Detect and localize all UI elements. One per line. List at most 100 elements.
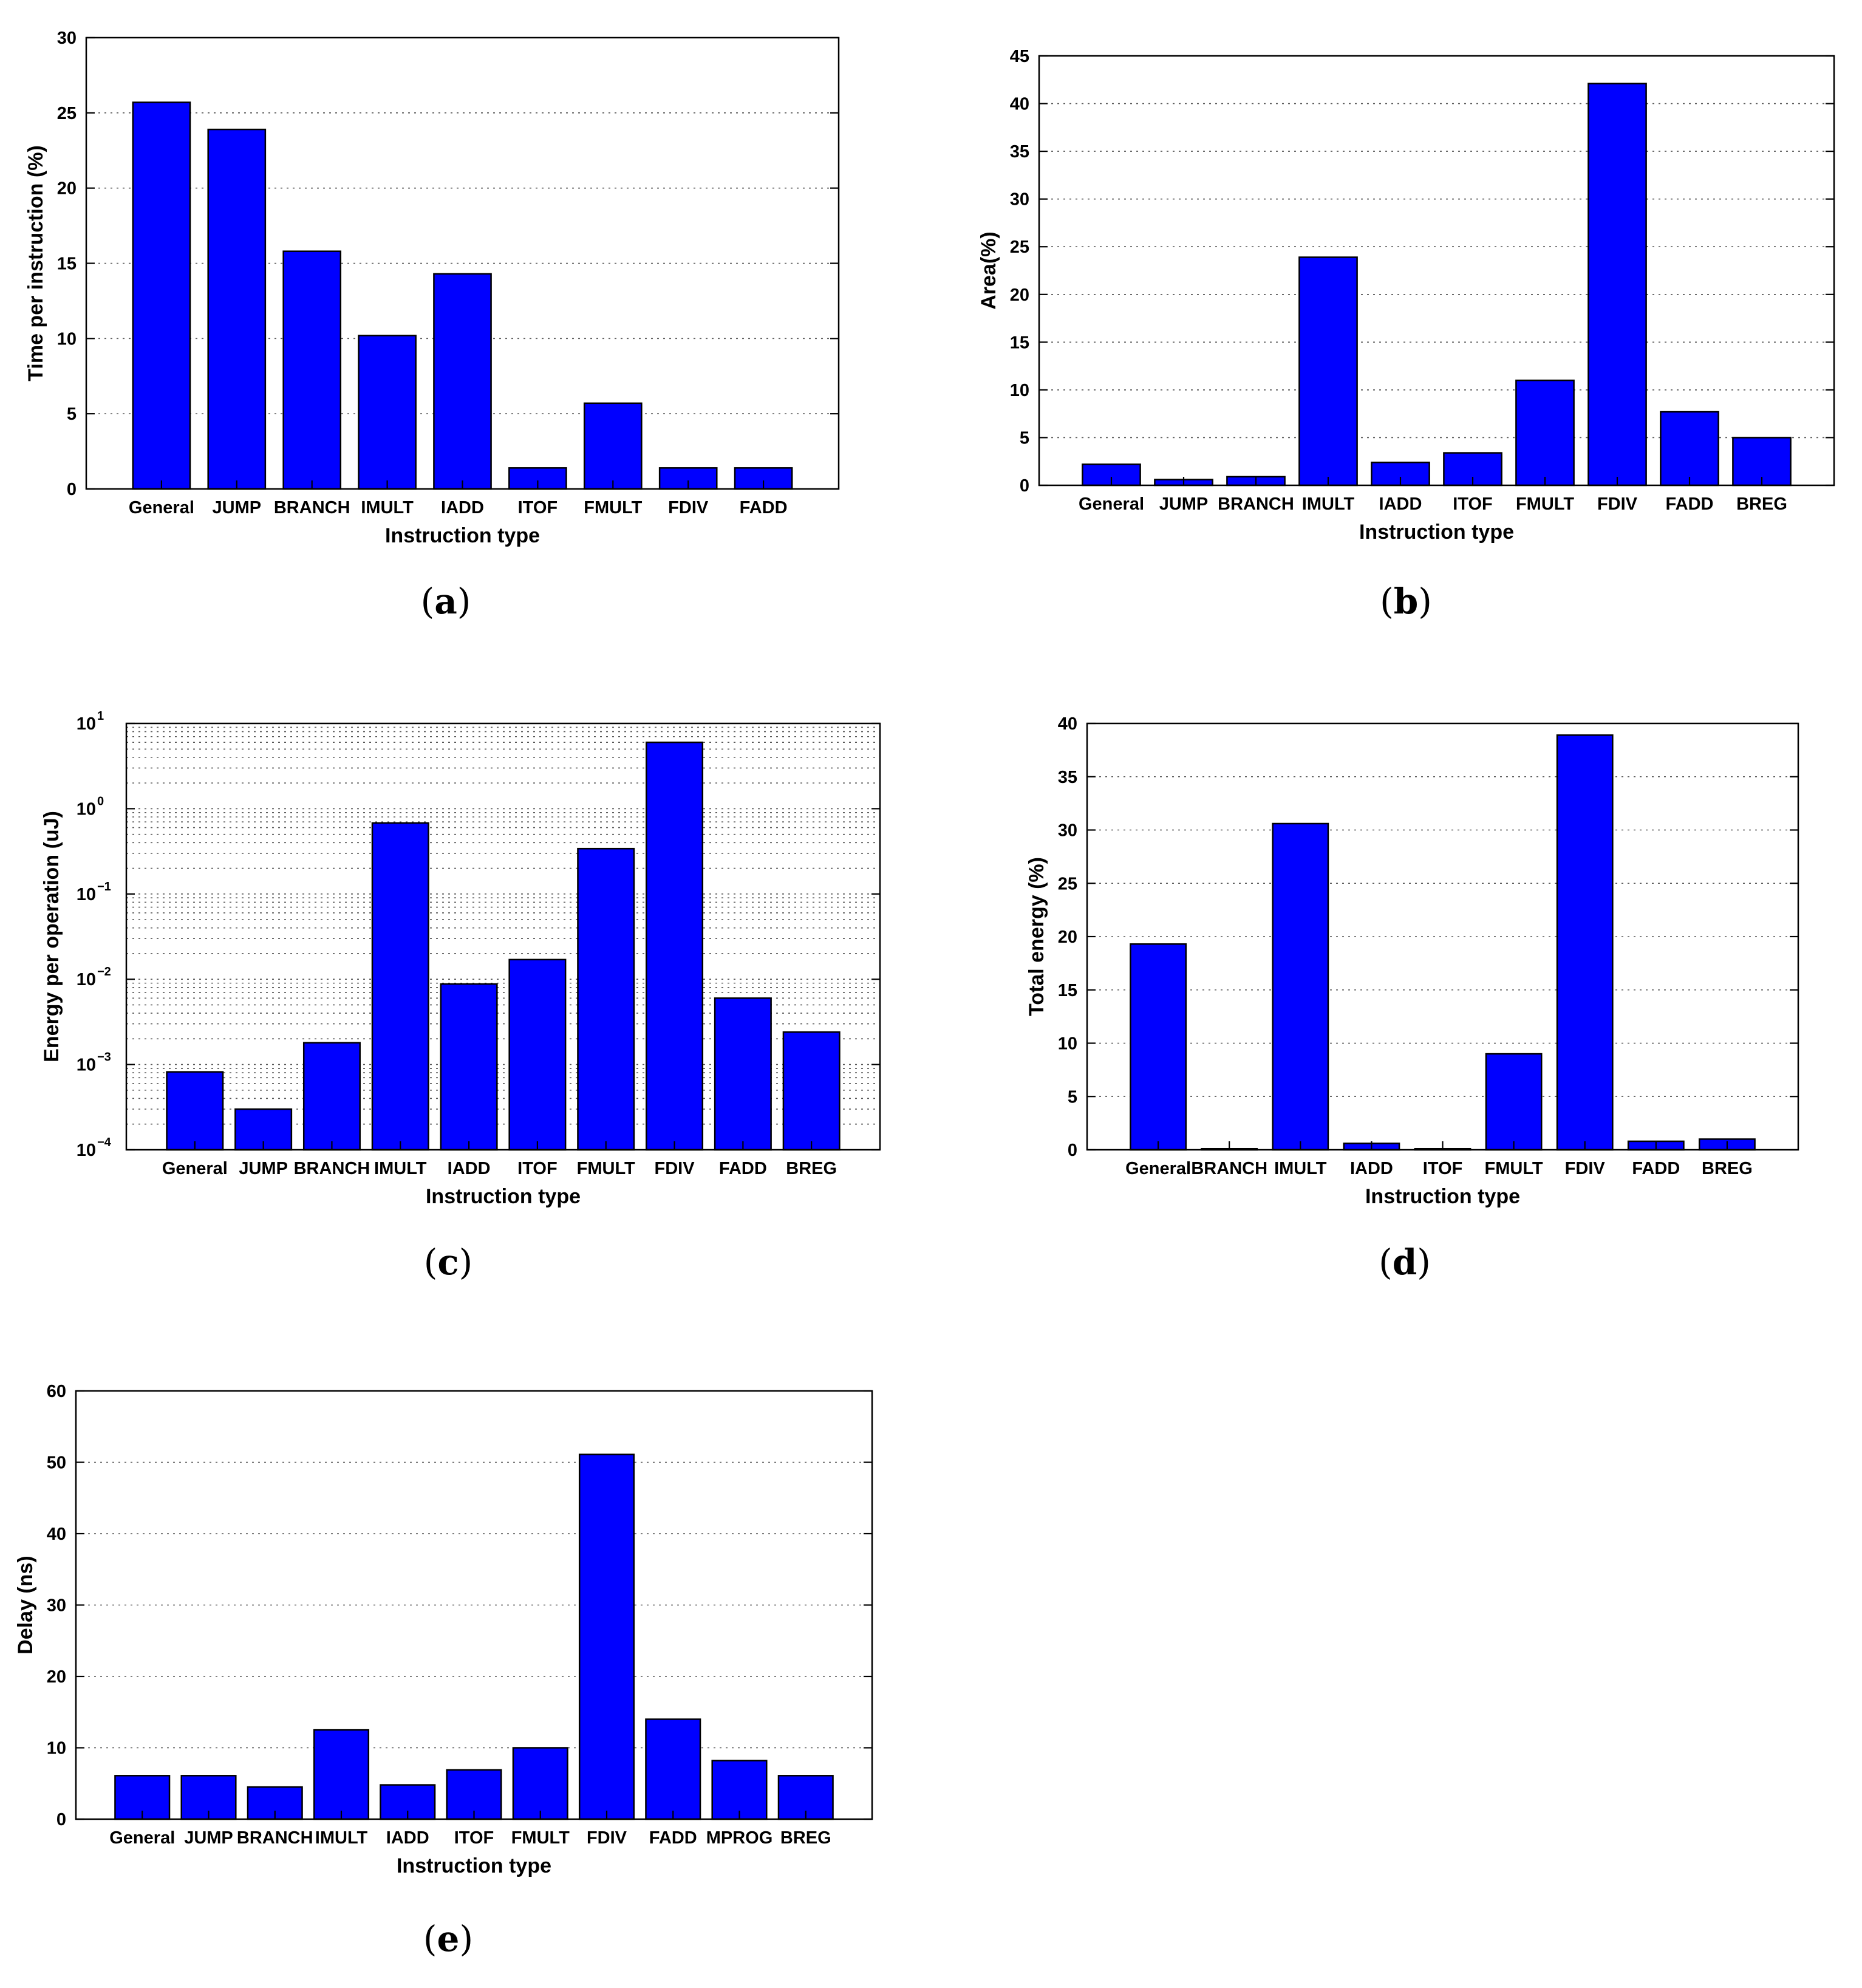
x-tick-label: ITOF bbox=[517, 1159, 558, 1178]
bar-imult bbox=[358, 335, 417, 490]
x-axis-label: Instruction type bbox=[426, 1185, 581, 1208]
bar-fmult bbox=[1515, 379, 1575, 487]
y-tick-label: 50 bbox=[47, 1453, 66, 1473]
x-tick-label: MPROG bbox=[706, 1828, 773, 1848]
subfigure-caption: (c) bbox=[424, 1242, 473, 1283]
x-tick-label: BRANCH bbox=[1191, 1159, 1267, 1178]
bar-fadd bbox=[714, 997, 772, 1151]
y-axis-label: Area(%) bbox=[977, 231, 1000, 309]
x-tick-label: FDIV bbox=[1565, 1159, 1606, 1178]
bar-fmult bbox=[583, 402, 643, 490]
y-tick-label: 30 bbox=[1058, 821, 1077, 841]
y-tick-label: 15 bbox=[57, 254, 77, 274]
x-tick-label: FADD bbox=[719, 1159, 767, 1178]
bar-fmult bbox=[512, 1747, 568, 1820]
x-tick-label: FMULT bbox=[1485, 1159, 1543, 1178]
x-tick-label: General bbox=[162, 1159, 228, 1178]
x-tick-label: ITOF bbox=[1423, 1159, 1463, 1178]
y-tick-exponent: −4 bbox=[97, 1136, 112, 1149]
y-tick-label: 0 bbox=[67, 480, 77, 499]
y-tick-label: 20 bbox=[1058, 927, 1077, 947]
bar-jump bbox=[207, 128, 267, 490]
y-tick-label: 15 bbox=[1010, 333, 1029, 352]
bar-fdiv bbox=[1587, 83, 1647, 487]
x-tick-label: FMULT bbox=[584, 498, 642, 517]
chart-a: 0 5 10 15 20 25 30 General JUMP BRANCH IMULT IADD IT… bbox=[24, 29, 840, 622]
x-tick-label: JUMP bbox=[1159, 494, 1209, 514]
x-tick-label: FADD bbox=[649, 1828, 697, 1848]
bar-fadd bbox=[1660, 411, 1719, 487]
y-tick-exponent: 1 bbox=[97, 709, 104, 723]
grid bbox=[1087, 776, 1798, 1098]
bar-breg bbox=[782, 1031, 841, 1151]
y-tick-label: 30 bbox=[57, 29, 77, 48]
y-tick-label: 10 bbox=[77, 885, 96, 904]
y-axis-label: Total energy (%) bbox=[1025, 857, 1048, 1016]
y-tick-label: 10 bbox=[1058, 1034, 1077, 1054]
x-tick-label: BREG bbox=[1736, 494, 1787, 514]
y-tick-label: 20 bbox=[1010, 285, 1029, 305]
bar-fdiv bbox=[578, 1453, 635, 1820]
x-tick-label: BREG bbox=[786, 1159, 837, 1178]
bar-iadd bbox=[433, 273, 492, 490]
grid bbox=[1039, 103, 1834, 439]
x-tick-label: IADD bbox=[448, 1159, 491, 1178]
x-tick-label: FADD bbox=[740, 498, 788, 517]
bar-imult bbox=[1298, 256, 1358, 487]
x-tick-label: ITOF bbox=[518, 498, 558, 517]
x-tick-label: FADD bbox=[1666, 494, 1714, 514]
plot-frame bbox=[75, 1390, 873, 1820]
bar-imult bbox=[1272, 822, 1329, 1151]
x-tick-label: JUMP bbox=[239, 1159, 288, 1178]
bar-fadd bbox=[645, 1718, 701, 1820]
bar-imult bbox=[313, 1729, 370, 1820]
plot-frame bbox=[1038, 55, 1835, 487]
y-tick-label: 60 bbox=[47, 1382, 66, 1401]
x-tick-label: IMULT bbox=[315, 1828, 368, 1848]
x-axis-label: Instruction type bbox=[1365, 1185, 1520, 1208]
x-tick-label: General bbox=[109, 1828, 175, 1848]
bar-iadd bbox=[440, 983, 498, 1151]
y-tick-label: 20 bbox=[47, 1667, 66, 1687]
y-tick-label: 10 bbox=[57, 329, 77, 349]
bar-fdiv bbox=[1556, 734, 1614, 1151]
x-tick-label: IADD bbox=[441, 498, 484, 517]
chart-e: 0 10 20 30 40 50 60 General JUMP BRANCH IMULT IADD I… bbox=[14, 1382, 873, 1959]
plot-frame bbox=[1086, 722, 1799, 1151]
subfigure-caption: (b) bbox=[1380, 581, 1432, 622]
bar-itof bbox=[508, 958, 567, 1151]
bar-itof bbox=[508, 467, 567, 490]
y-tick-label: 0 bbox=[1020, 476, 1029, 496]
x-tick-label: General bbox=[1079, 494, 1144, 514]
x-tick-label: BRANCH bbox=[237, 1828, 313, 1848]
y-axis-label: Delay (ns) bbox=[14, 1556, 37, 1655]
bar-mprog bbox=[711, 1760, 768, 1820]
y-tick-label: 35 bbox=[1058, 768, 1077, 787]
grid bbox=[86, 112, 839, 414]
subfigure-caption: (e) bbox=[423, 1918, 473, 1959]
bar-branch bbox=[282, 250, 342, 490]
bar-fmult bbox=[1485, 1053, 1543, 1151]
x-tick-label: IADD bbox=[1379, 494, 1422, 514]
x-tick-label: FADD bbox=[1632, 1159, 1680, 1178]
y-tick-label: 40 bbox=[47, 1525, 66, 1544]
bar-general bbox=[1130, 943, 1187, 1151]
y-tick-label: 0 bbox=[56, 1810, 66, 1829]
y-tick-label: 5 bbox=[1068, 1087, 1077, 1107]
y-tick-exponent: 0 bbox=[97, 794, 104, 808]
y-tick-label: 15 bbox=[1058, 981, 1077, 1000]
bar-fmult bbox=[577, 847, 635, 1151]
x-axis-label: Instruction type bbox=[385, 524, 540, 547]
y-tick-label: 30 bbox=[47, 1596, 66, 1616]
y-tick-label: 10 bbox=[1010, 381, 1029, 400]
y-tick-label: 30 bbox=[1010, 190, 1029, 210]
subfigure-caption: (d) bbox=[1379, 1242, 1431, 1283]
bar-branch bbox=[302, 1042, 361, 1151]
x-tick-label: FMULT bbox=[511, 1828, 570, 1848]
grid bbox=[126, 726, 880, 1125]
x-tick-label: FDIV bbox=[1597, 494, 1638, 514]
x-tick-label: BREG bbox=[1702, 1159, 1753, 1178]
x-tick-label: General bbox=[1125, 1159, 1191, 1178]
